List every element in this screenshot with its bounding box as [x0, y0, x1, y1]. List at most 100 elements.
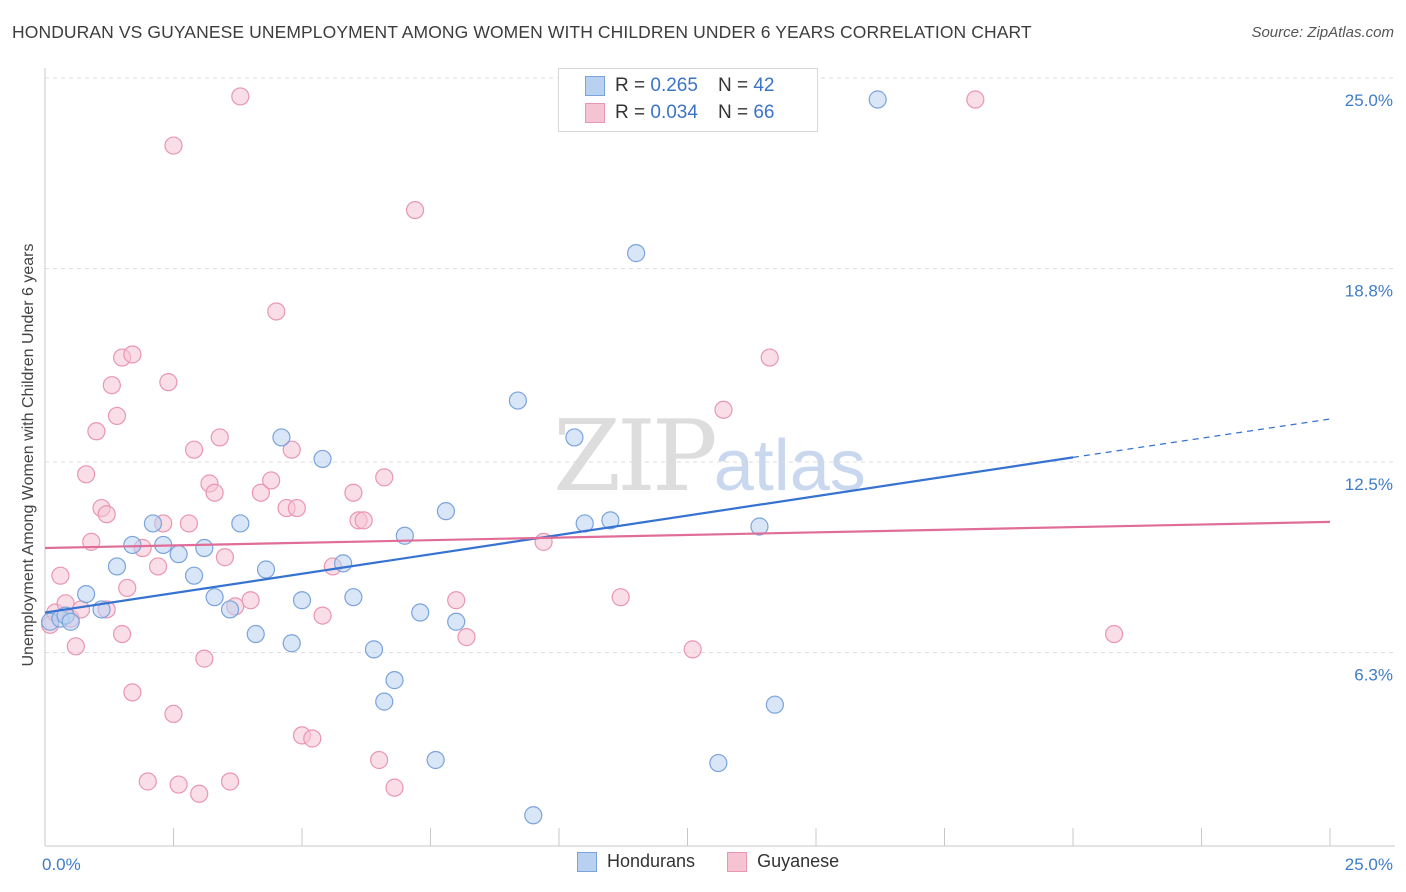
r-value: 0.034	[650, 102, 698, 123]
hondurans-point	[231, 514, 250, 533]
guyanese-point	[195, 649, 214, 668]
hondurans-point	[709, 753, 728, 773]
guyanese-point	[375, 468, 394, 487]
hondurans-point	[508, 391, 527, 410]
guyanese-point	[169, 775, 188, 794]
guyanese-point	[210, 428, 229, 447]
guyanese-point	[267, 302, 286, 321]
y-tick-label: 25.0%	[1345, 91, 1393, 110]
y-tick-label: 6.3%	[1354, 665, 1393, 684]
guyanese-point	[251, 483, 270, 502]
hondurans-swatch	[585, 76, 605, 96]
legend-item-guyanese[interactable]: Guyanese	[727, 851, 839, 872]
guyanese-point	[66, 637, 85, 656]
hondurans-point	[143, 514, 163, 533]
guyanese-point	[303, 729, 322, 748]
hondurans-point	[447, 612, 466, 631]
y-axis-label: Unemployment Among Women with Children U…	[20, 243, 37, 667]
guyanese-point	[179, 514, 199, 533]
hondurans-point	[107, 557, 127, 576]
hondurans-point	[195, 538, 214, 558]
legend-label-guyanese: Guyanese	[757, 851, 840, 871]
guyanese-point	[190, 784, 209, 803]
guyanese-point	[97, 505, 116, 524]
guyanese-point	[118, 578, 137, 598]
hondurans-legend-swatch	[577, 851, 597, 872]
guyanese-point	[123, 683, 142, 702]
hondurans-point	[292, 591, 312, 610]
guyanese-point	[184, 440, 204, 459]
n-label: N =	[717, 102, 749, 123]
hondurans-point	[123, 535, 142, 555]
guyanese-point	[77, 465, 96, 484]
x-tick-label: 0.0%	[42, 855, 81, 874]
hondurans-point	[344, 588, 363, 607]
guyanese-point	[287, 498, 306, 518]
hondurans-point	[61, 612, 80, 631]
guyanese-point	[370, 750, 389, 770]
hondurans-trend-line	[44, 456, 1074, 614]
hondurans-point	[385, 671, 404, 690]
r-value: 0.265	[650, 75, 698, 96]
guyanese-point	[241, 591, 260, 610]
hondurans-point	[436, 502, 456, 521]
watermark-zip: ZIP	[553, 400, 718, 514]
n-value: 66	[753, 102, 775, 123]
guyanese-point	[159, 373, 178, 392]
n-label: N =	[717, 75, 749, 96]
hondurans-point	[765, 695, 784, 714]
hondurans-point	[272, 428, 291, 447]
guyanese-point	[683, 640, 702, 659]
hondurans-point	[246, 624, 265, 644]
hondurans-point	[411, 603, 430, 622]
guyanese-point	[385, 778, 404, 797]
guyanese-point	[215, 548, 234, 567]
y-tick-label: 12.5%	[1345, 475, 1393, 494]
r-label: R =	[615, 75, 646, 96]
guyanese-point	[262, 471, 281, 490]
hondurans-point	[565, 428, 584, 447]
guyanese-point	[447, 591, 466, 610]
legend-item-hondurans[interactable]: Hondurans	[577, 851, 695, 872]
hondurans-point	[220, 600, 240, 619]
y-tick-label: 18.8%	[1345, 281, 1393, 300]
series-legend: Hondurans Guyanese	[577, 851, 871, 872]
hondurans-point	[524, 806, 543, 825]
stats-legend: R = 0.265 N = 42 R = 0.034 N = 66	[558, 68, 818, 132]
stats-row-guyanese: R = 0.034 N = 66	[585, 100, 774, 126]
chart-title: HONDURAN VS GUYANESE UNEMPLOYMENT AMONG …	[12, 22, 1032, 42]
r-label: R =	[615, 102, 646, 123]
hondurans-point	[364, 640, 384, 659]
hondurans-point	[868, 90, 887, 109]
guyanese-trend-line	[44, 520, 1331, 550]
guyanese-point	[457, 628, 476, 647]
guyanese-swatch	[585, 103, 605, 123]
hondurans-point	[169, 545, 188, 564]
stats-row-hondurans: R = 0.265 N = 42	[585, 73, 774, 99]
guyanese-legend-swatch	[727, 851, 748, 872]
guyanese-point	[313, 606, 332, 625]
guyanese-point	[966, 90, 985, 109]
hondurans-point	[601, 511, 620, 530]
guyanese-point	[112, 624, 132, 644]
hondurans-point	[626, 244, 646, 263]
hondurans-point	[205, 588, 224, 607]
hondurans-point	[77, 584, 96, 604]
hondurans-point	[426, 750, 445, 770]
guyanese-point	[282, 440, 301, 459]
guyanese-point	[231, 87, 250, 106]
guyanese-point	[87, 422, 106, 441]
watermark: ZIPatlas	[553, 400, 866, 514]
guyanese-point	[760, 348, 779, 367]
guyanese-point	[1105, 624, 1124, 644]
hondurans-point	[375, 692, 394, 711]
guyanese-point	[107, 406, 127, 426]
hondurans-point	[282, 634, 301, 653]
guyanese-point	[102, 376, 121, 395]
guyanese-point	[220, 772, 240, 791]
n-value: 42	[753, 75, 775, 96]
guyanese-point	[148, 557, 168, 576]
guyanese-point	[344, 483, 363, 502]
guyanese-point	[138, 772, 157, 791]
